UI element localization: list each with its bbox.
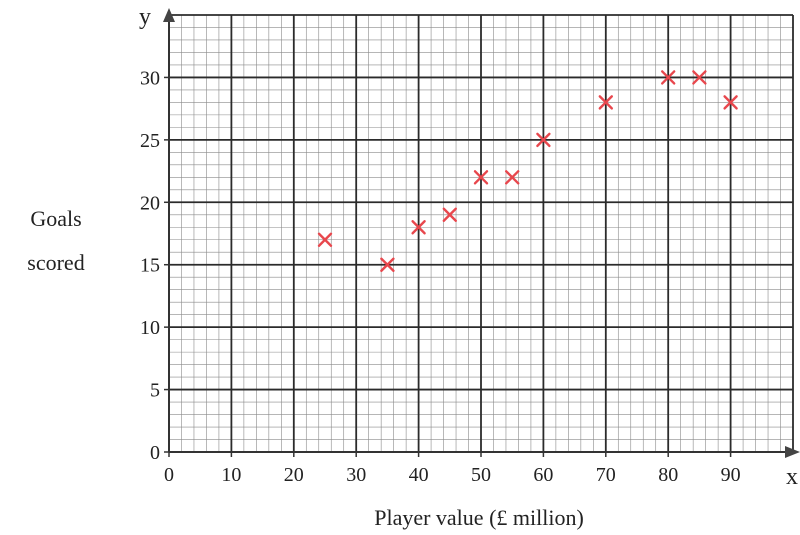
y-tick-label: 5 [150,380,160,402]
x-tick-label: 0 [164,464,174,486]
data-point-marker [505,170,520,185]
data-point-marker [598,95,613,110]
x-tick-label: 70 [596,464,616,486]
data-points [317,70,738,272]
x-tick-label: 50 [471,464,491,486]
data-point-marker [473,170,489,185]
data-point-marker [692,70,707,85]
data-point-marker [536,132,551,148]
x-tick-label: 40 [409,464,429,486]
x-tick-label: 10 [221,464,241,486]
x-axis-arrow-icon [785,446,800,458]
data-point-marker [442,207,457,222]
x-tick-label: 20 [284,464,304,486]
x-tick-label: 90 [721,464,741,486]
tick-labels: 0 10 20 30 40 50 60 70 80 90 0 5 10 15 20 25 30 [140,67,741,486]
x-tick-label: 30 [346,464,366,486]
y-axis-label-line-2: scored [27,250,85,275]
y-tick-label: 25 [140,130,160,152]
y-tick-label: 30 [140,67,160,89]
grid-major [168,14,794,453]
data-point-marker [317,232,333,247]
x-tick-label: 80 [658,464,678,486]
y-axis-label-line-1: Goals [30,206,82,231]
y-tick-label: 10 [140,317,160,339]
axes: x y [139,4,800,490]
x-axis-letter: x [786,464,798,490]
y-axis-letter: y [139,4,151,30]
y-tick-label: 0 [150,442,160,464]
x-axis-label: Player value (£ million) [374,505,584,530]
x-tick-label: 60 [533,464,553,486]
data-point-marker [723,95,738,110]
data-point-marker [661,70,676,85]
y-axis-arrow-icon [163,8,175,22]
data-point-marker [380,257,395,272]
y-tick-label: 20 [140,192,160,214]
y-tick-label: 15 [140,255,160,277]
data-point-marker [411,220,426,235]
